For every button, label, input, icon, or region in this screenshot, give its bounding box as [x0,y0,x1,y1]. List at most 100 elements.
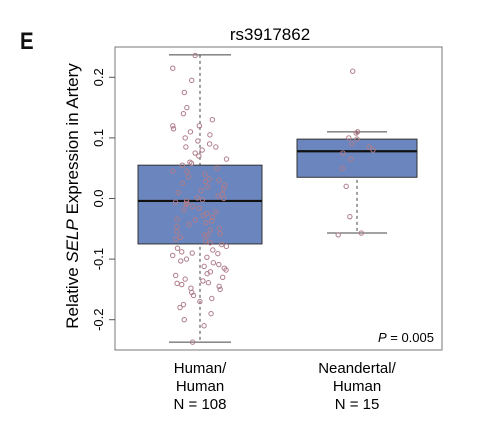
data-point [174,216,180,222]
data-point [170,252,176,259]
data-point [220,186,227,192]
data-point [204,270,210,277]
data-point [370,147,376,153]
data-point [213,144,219,150]
panel-letter: E [20,28,34,55]
data-point [192,52,198,59]
data-point [217,286,223,293]
data-point [202,171,208,177]
box-groups [137,52,418,345]
data-point [215,193,221,199]
data-point [174,280,180,287]
data-point [204,254,210,260]
data-point [347,213,353,220]
x-group-label-line: Human/ [174,360,227,377]
data-point [192,150,198,156]
x-group-label-line: N = 15 [335,396,380,413]
data-point [221,182,228,188]
x-group-label-line: N = 108 [174,396,227,413]
data-point [184,104,190,111]
data-point [202,178,209,185]
x-group-label-line: Human [333,378,381,395]
data-point [170,65,176,71]
data-point [216,177,222,184]
data-point [186,221,192,228]
data-point [209,214,216,220]
chart-title: rs3917862 [230,25,310,44]
data-point [214,165,220,171]
data-point [201,323,207,329]
data-point [215,250,221,257]
data-point [216,283,222,290]
data-point [340,150,346,156]
data-point [206,176,212,182]
data-point [205,280,212,286]
data-point [218,241,225,248]
data-point [195,138,201,144]
data-point [194,195,200,201]
data-point [200,278,206,284]
data-point [216,225,223,231]
data-point [180,301,187,308]
data-point [179,281,185,288]
data-point [201,263,207,270]
data-point [198,187,204,194]
y-tick-label: 0.1 [91,129,106,147]
data-point [179,162,186,168]
data-point [354,136,360,142]
data-point [181,317,187,323]
data-point [196,123,203,129]
box [296,138,418,178]
data-point [207,132,213,138]
data-point [177,234,184,240]
data-point [207,227,213,233]
data-point [170,126,177,132]
group-0 [137,52,263,345]
data-point [204,184,211,190]
data-point [196,205,202,211]
data-point [181,207,187,213]
data-point [221,195,227,202]
data-point [199,147,205,153]
data-point [353,130,359,136]
x-group-label-line: Human [176,378,224,395]
data-point [339,165,345,171]
data-point [173,223,180,230]
data-point [349,141,355,147]
y-tick-label: 0.2 [91,68,106,86]
data-point [206,141,213,147]
data-point [358,230,365,236]
y-tick-label: 0.0 [91,189,106,207]
data-point [219,274,226,280]
data-point [197,298,203,305]
data-point [189,339,196,345]
data-point [170,123,176,129]
box [137,164,263,245]
data-point [183,256,190,262]
data-point [189,250,195,256]
x-group-label-line: Neandertal/ [318,360,396,377]
data-point [200,212,207,219]
data-point [213,209,219,215]
data-point [366,144,372,150]
data-point [187,129,194,135]
data-point [201,232,208,238]
data-point [174,229,180,235]
data-point [205,232,211,239]
data-point [177,304,183,311]
data-point [209,295,215,302]
p-value-symbol: P [378,330,387,345]
data-point [173,236,179,242]
data-point [172,199,179,205]
y-axis-label-pre: Relative [63,263,82,329]
data-point [335,232,341,238]
y-axis-label-post: Expression in Artery [63,63,82,219]
y-axis-label-gene: SELP [63,218,82,262]
data-point [190,203,196,210]
data-point [185,173,192,180]
data-point [183,198,190,204]
data-point [217,230,223,237]
data-point [202,238,209,244]
data-point [223,267,229,273]
